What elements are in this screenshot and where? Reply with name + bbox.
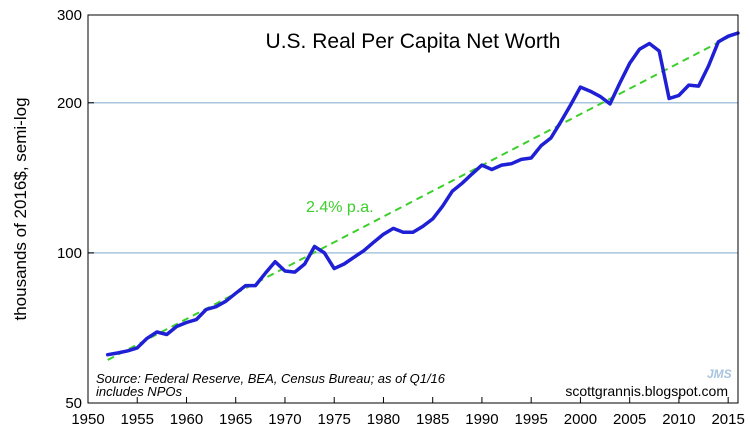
y-tick-label: 300	[57, 7, 82, 24]
x-tick-label: 1985	[416, 411, 449, 428]
gridlines	[88, 102, 738, 254]
source-note-2: includes NPOs	[96, 384, 182, 399]
x-tick-label: 1950	[71, 411, 104, 428]
series-line-0	[105, 31, 740, 357]
site-credit: scottgrannis.blogspot.com	[565, 383, 728, 399]
y-tick-label: 50	[65, 395, 82, 412]
x-tick-label: 2000	[564, 411, 597, 428]
y-axis-ticks: 50 100 200 300	[57, 7, 94, 412]
series-layer	[105, 31, 740, 361]
trend-line	[107, 31, 739, 361]
x-tick-label: 1995	[514, 411, 547, 428]
x-tick-label: 1955	[121, 411, 154, 428]
source-note: Source: Federal Reserve, BEA, Census Bur…	[96, 371, 446, 386]
x-tick-label: 1980	[367, 411, 400, 428]
x-tick-label: 2005	[613, 411, 646, 428]
trend-label: 2.4% p.a.	[306, 199, 374, 216]
plot-frame	[87, 14, 739, 404]
chart-title: U.S. Real Per Capita Net Worth	[266, 30, 561, 53]
y-axis-label: thousands of 2016$, semi-log	[11, 97, 30, 320]
y-tick-label: 200	[57, 95, 82, 112]
x-axis-ticks: 1950 1955 1960 1965 1970 1975 1980 1985 1990 1995…	[71, 397, 745, 428]
jms-watermark: JMS	[707, 367, 732, 381]
x-tick-label: 1975	[318, 411, 351, 428]
x-tick-label: 1960	[170, 411, 203, 428]
y-tick-label: 100	[57, 245, 82, 262]
x-tick-label: 1970	[268, 411, 301, 428]
x-tick-label: 1965	[219, 411, 252, 428]
x-tick-label: 1990	[465, 411, 498, 428]
x-tick-label: 2010	[662, 411, 695, 428]
x-tick-label: 2015	[711, 411, 744, 428]
